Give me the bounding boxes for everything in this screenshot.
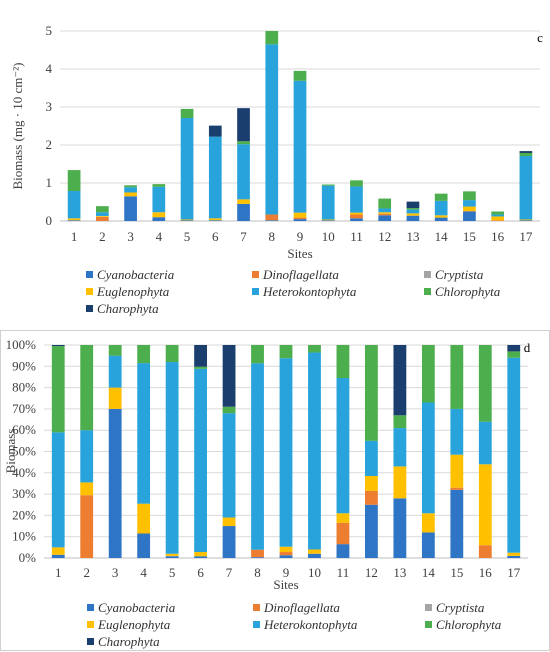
- legend-swatch: [425, 604, 432, 611]
- legend-swatch: [87, 638, 94, 645]
- legend-swatch: [86, 271, 93, 278]
- legend-swatch: [252, 271, 259, 278]
- legend-label: Heterokontophyta: [263, 284, 356, 299]
- legend-label: Charophyta: [98, 634, 160, 649]
- legend-item: Chlorophyta: [424, 284, 500, 300]
- legend-item: Cyanobacteria: [86, 267, 174, 283]
- legend-item: Charophyta: [86, 301, 159, 317]
- legend-c: Cyanobacteria Dinoflagellata Cryptista Eugl…: [0, 0, 550, 322]
- legend-label: Dinoflagellata: [263, 267, 339, 282]
- legend-label: Euglenophyta: [97, 284, 169, 299]
- legend-swatch: [253, 621, 260, 628]
- legend-label: Cryptista: [436, 600, 484, 615]
- legend-swatch: [252, 288, 259, 295]
- legend-label: Charophyta: [97, 301, 159, 316]
- legend-label: Dinoflagellata: [264, 600, 340, 615]
- legend-item: Dinoflagellata: [253, 600, 340, 616]
- legend-item: Chlorophyta: [425, 617, 501, 633]
- legend-item: Euglenophyta: [87, 617, 170, 633]
- legend-label: Cryptista: [435, 267, 483, 282]
- legend-swatch: [87, 604, 94, 611]
- legend-item: Cryptista: [424, 267, 483, 283]
- legend-label: Cyanobacteria: [97, 267, 174, 282]
- legend-item: Cryptista: [425, 600, 484, 616]
- legend-swatch: [425, 621, 432, 628]
- legend-swatch: [424, 271, 431, 278]
- legend-label: Euglenophyta: [98, 617, 170, 632]
- legend-label: Chlorophyta: [436, 617, 501, 632]
- legend-label: Cyanobacteria: [98, 600, 175, 615]
- legend-item: Dinoflagellata: [252, 267, 339, 283]
- legend-label: Heterokontophyta: [264, 617, 357, 632]
- legend-swatch: [86, 288, 93, 295]
- legend-item: Euglenophyta: [86, 284, 169, 300]
- legend-d: Cyanobacteria Dinoflagellata Cryptista Eugl…: [1, 331, 550, 652]
- legend-swatch: [86, 305, 93, 312]
- legend-label: Chlorophyta: [435, 284, 500, 299]
- legend-item: Heterokontophyta: [252, 284, 356, 300]
- legend-item: Charophyta: [87, 634, 160, 650]
- legend-item: Cyanobacteria: [87, 600, 175, 616]
- legend-swatch: [424, 288, 431, 295]
- legend-swatch: [87, 621, 94, 628]
- legend-item: Heterokontophyta: [253, 617, 357, 633]
- legend-swatch: [253, 604, 260, 611]
